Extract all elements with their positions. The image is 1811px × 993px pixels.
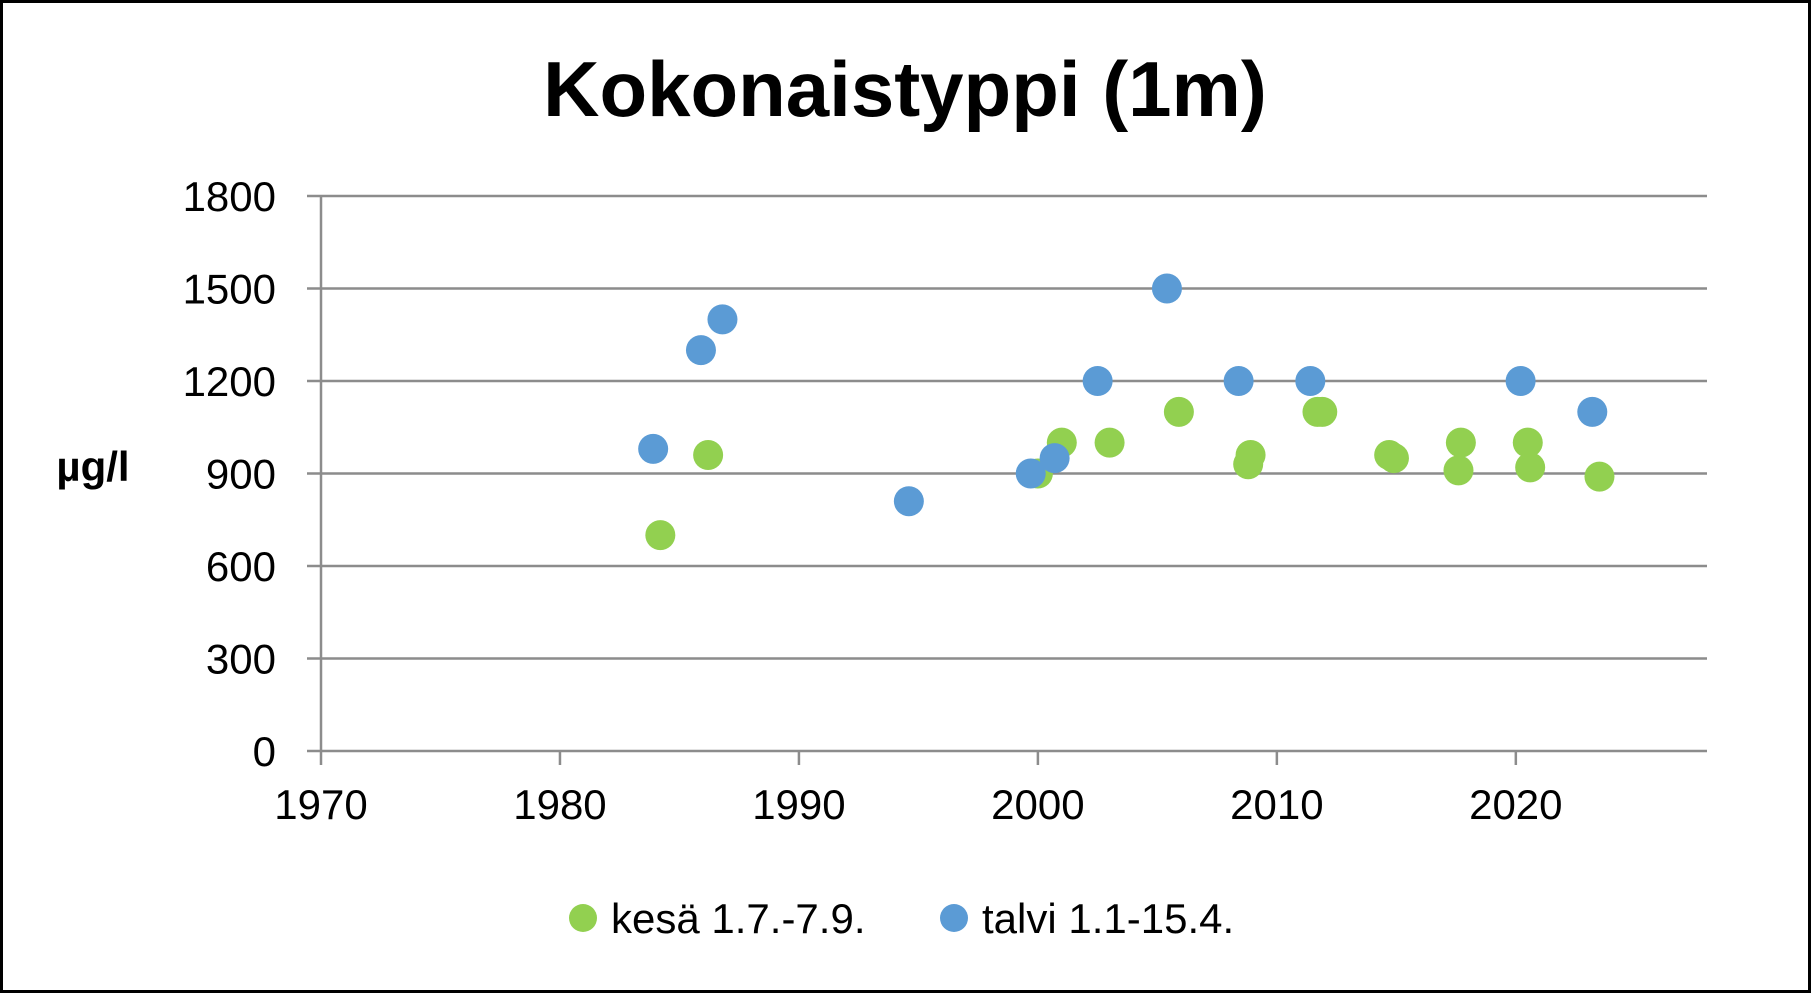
grid-layer: [307, 194, 1707, 753]
axis-layer: [319, 196, 1518, 765]
data-point-series-1: [645, 520, 676, 551]
y-tick-label: 1500: [183, 266, 276, 313]
legend-marker-series-1: [569, 904, 597, 932]
data-point-series-2: [638, 433, 669, 464]
data-point-series-1: [1163, 396, 1194, 427]
data-point-series-2: [707, 304, 738, 335]
y-tick-label: 900: [206, 451, 276, 498]
data-point-series-2: [1295, 366, 1326, 396]
y-tick-label: 1200: [183, 358, 276, 405]
data-point-series-2: [1039, 443, 1070, 474]
x-tick-label: 2020: [1469, 781, 1562, 828]
data-point-series-2: [1082, 366, 1113, 396]
data-point-series-1: [1235, 440, 1266, 470]
x-tick-label: 2010: [1230, 781, 1323, 828]
x-tick-label: 1970: [274, 781, 367, 828]
x-tick-label: 2000: [991, 781, 1084, 828]
y-tick-label: 300: [206, 636, 276, 683]
data-point-series-1: [1445, 427, 1476, 458]
data-point-series-2: [1505, 366, 1536, 396]
y-axis-label: µg/l: [56, 443, 129, 490]
data-point-series-2: [1577, 396, 1608, 427]
data-point-series-1: [1378, 443, 1409, 474]
data-point-series-1: [1094, 427, 1125, 458]
data-point-series-2: [1223, 366, 1254, 396]
data-point-series-2: [685, 335, 716, 366]
data-point-series-2: [1015, 458, 1046, 489]
tick-layer: 0 300 600 900 1200 1500 1800 1970 1980 1990 2000 20…: [183, 173, 1563, 828]
y-tick-label: 1800: [183, 173, 276, 220]
point-layer: [638, 273, 1615, 551]
y-tick-label: 600: [206, 543, 276, 590]
legend-label-series-2: talvi 1.1-15.4.: [982, 895, 1234, 942]
data-point-series-2: [893, 486, 924, 517]
legend: kesä 1.7.-7.9. talvi 1.1-15.4.: [569, 895, 1234, 942]
data-point-series-1: [1512, 427, 1543, 458]
y-tick-label: 0: [253, 728, 276, 775]
data-point-series-1: [1584, 461, 1615, 492]
data-point-series-1: [693, 440, 724, 470]
data-point-series-1: [1443, 455, 1474, 486]
data-point-series-1: [1307, 396, 1338, 427]
x-tick-label: 1990: [752, 781, 845, 828]
data-point-series-1: [1515, 452, 1546, 483]
x-tick-label: 1980: [513, 781, 606, 828]
data-point-series-2: [1151, 273, 1182, 304]
legend-marker-series-2: [940, 904, 968, 932]
legend-label-series-1: kesä 1.7.-7.9.: [611, 895, 865, 942]
chart-title: Kokonaistyppi (1m): [543, 45, 1267, 133]
